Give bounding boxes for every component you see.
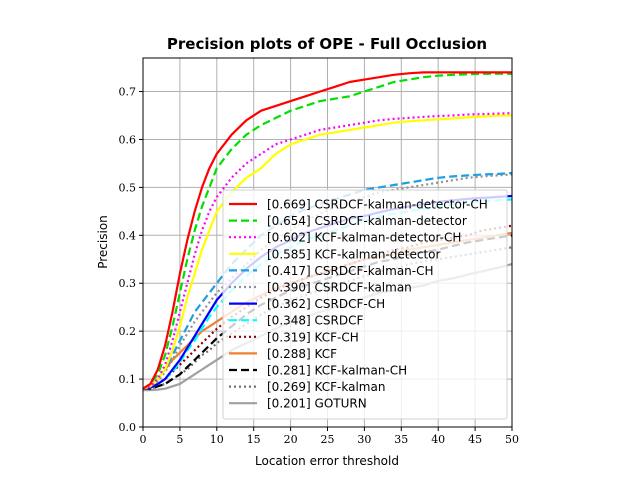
- legend-label: [0.585] KCF-kalman-detector: [267, 247, 440, 261]
- y-tick-label: 0.6: [119, 133, 137, 146]
- legend-label: [0.362] CSRDCF-CH: [267, 297, 385, 311]
- y-tick-label: 0.4: [119, 229, 137, 242]
- x-tick-label: 0: [140, 433, 147, 446]
- legend-label: [0.654] CSRDCF-kalman-detector: [267, 214, 467, 228]
- y-tick-label: 0.7: [119, 86, 137, 99]
- x-tick-label: 40: [431, 433, 445, 446]
- x-tick-label: 25: [321, 433, 335, 446]
- x-tick-label: 35: [394, 433, 408, 446]
- series-line: [142, 71, 512, 390]
- legend-label: [0.348] CSRDCF: [267, 314, 363, 328]
- y-tick-label: 0.1: [119, 373, 137, 386]
- ticks-layer: 0 5 10 15 20 25 30 35 40 45 50 0.0 0.1 0.2 0.3 0.4 0.5 0.…: [119, 86, 520, 446]
- y-axis-label: Precision: [96, 215, 110, 269]
- legend-label: [0.390] CSRDCF-kalman: [267, 281, 412, 295]
- legend: [0.669] CSRDCF-kalman-detector-CH [0.654]…: [222, 189, 508, 420]
- legend-label: [0.281] KCF-kalman-CH: [267, 364, 407, 378]
- x-tick-label: 5: [176, 433, 183, 446]
- chart-title: Precision plots of OPE - Full Occlusion: [167, 35, 487, 53]
- legend-label: [0.669] CSRDCF-kalman-detector-CH: [267, 198, 488, 212]
- series-line: [142, 72, 512, 390]
- x-tick-label: 10: [210, 433, 224, 446]
- x-tick-label: 45: [468, 433, 482, 446]
- legend-label: [0.417] CSRDCF-kalman-CH: [267, 264, 434, 278]
- legend-label: [0.602] KCF-kalman-detector-CH: [267, 231, 461, 245]
- x-axis-label: Location error threshold: [255, 454, 399, 468]
- legend-label: [0.201] GOTURN: [267, 397, 367, 411]
- legend-label: [0.319] KCF-CH: [267, 330, 359, 344]
- legend-label: [0.269] KCF-kalman: [267, 380, 385, 394]
- y-tick-label: 0.2: [119, 325, 137, 338]
- y-tick-label: 0.3: [119, 277, 137, 290]
- y-tick-label: 0.0: [119, 421, 137, 434]
- legend-label: [0.288] KCF: [267, 347, 337, 361]
- series-line: [142, 224, 513, 390]
- x-tick-label: 30: [357, 433, 371, 446]
- series-line: [142, 112, 513, 390]
- series-line: [142, 114, 512, 390]
- x-tick-label: 15: [247, 433, 261, 446]
- x-tick-label: 20: [284, 433, 298, 446]
- x-tick-label: 50: [505, 433, 519, 446]
- y-tick-label: 0.5: [119, 181, 137, 194]
- legend-box: [222, 189, 508, 420]
